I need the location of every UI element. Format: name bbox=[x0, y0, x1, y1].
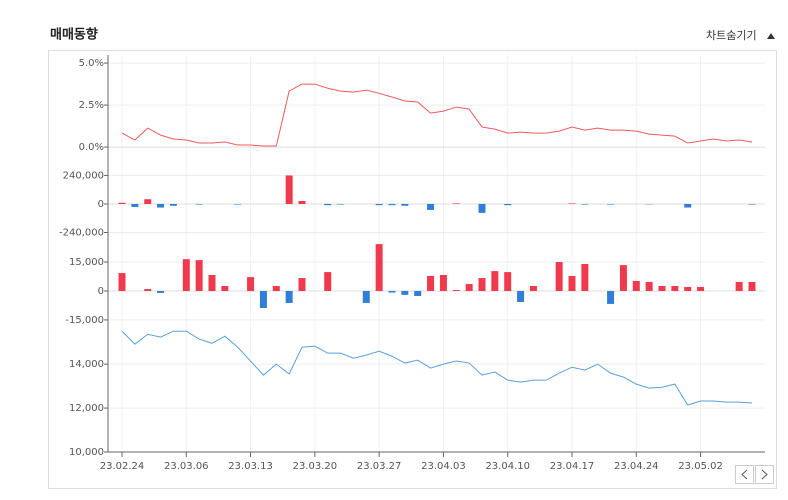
bar bbox=[491, 271, 498, 291]
toggle-arrow[interactable] bbox=[767, 33, 775, 39]
bar bbox=[453, 203, 460, 204]
bar bbox=[517, 291, 524, 302]
bar bbox=[427, 276, 434, 291]
bar bbox=[260, 291, 267, 308]
bar bbox=[170, 204, 177, 206]
y-tick-label: 10,000 bbox=[69, 447, 104, 458]
bar bbox=[530, 286, 537, 291]
bar bbox=[453, 290, 460, 291]
bar bbox=[273, 286, 280, 291]
bar bbox=[684, 204, 691, 208]
x-tick-label: 23.05.02 bbox=[678, 461, 723, 472]
prev-button[interactable] bbox=[736, 466, 754, 484]
bar bbox=[131, 204, 138, 207]
bar bbox=[401, 291, 408, 295]
bar bbox=[363, 291, 370, 303]
bar bbox=[324, 204, 331, 205]
bar bbox=[504, 272, 511, 291]
bar bbox=[581, 204, 588, 205]
x-tick-label: 23.03.20 bbox=[293, 461, 338, 472]
bar bbox=[466, 284, 473, 291]
bar bbox=[119, 273, 126, 291]
y-tick-label: 0.0% bbox=[79, 142, 104, 153]
bar bbox=[607, 204, 614, 205]
hide-chart-toggle[interactable]: 차트숨기기 bbox=[706, 29, 757, 42]
bar bbox=[299, 278, 306, 291]
bar bbox=[607, 291, 614, 304]
bar bbox=[247, 277, 254, 291]
bar bbox=[749, 282, 756, 291]
y-tick-label: -240,000 bbox=[59, 228, 104, 239]
x-tick-label: 23.02.24 bbox=[100, 461, 145, 472]
bar bbox=[286, 291, 293, 303]
x-tick-label: 23.03.06 bbox=[164, 461, 209, 472]
bar bbox=[620, 265, 627, 291]
bar bbox=[581, 264, 588, 291]
bar bbox=[697, 287, 704, 291]
y-tick-label: 2.5% bbox=[79, 100, 104, 111]
bar bbox=[286, 175, 293, 204]
bar bbox=[144, 199, 151, 204]
bar bbox=[196, 260, 203, 291]
bar bbox=[736, 282, 743, 291]
bar bbox=[234, 204, 241, 205]
bar bbox=[196, 204, 203, 205]
bar bbox=[569, 203, 576, 204]
bar bbox=[157, 291, 164, 293]
y-tick-label: 0 bbox=[98, 286, 104, 297]
bar bbox=[671, 286, 678, 291]
x-tick-label: 23.04.17 bbox=[550, 461, 595, 472]
y-tick-label: 15,000 bbox=[69, 257, 104, 268]
bar bbox=[389, 291, 396, 293]
next-button[interactable] bbox=[756, 466, 774, 484]
plot-area: 23.02.24 23.03.06 23.03.13 23.03.20 23.03.27… bbox=[59, 55, 765, 472]
bar bbox=[427, 204, 434, 210]
y-tick-label: 240,000 bbox=[63, 170, 104, 181]
bar bbox=[633, 281, 640, 291]
x-tick-label: 23.03.13 bbox=[228, 461, 273, 472]
bar bbox=[749, 204, 756, 205]
bar bbox=[401, 204, 408, 206]
bar bbox=[324, 272, 331, 291]
y-tick-label: -15,000 bbox=[65, 315, 104, 326]
bar bbox=[157, 204, 164, 208]
bar bbox=[504, 204, 511, 205]
section-title: 매매동향 bbox=[50, 27, 98, 43]
y-tick-label: 14,000 bbox=[69, 359, 104, 370]
bar bbox=[337, 204, 344, 205]
y-tick-label: 5.0% bbox=[79, 58, 104, 69]
bar bbox=[556, 262, 563, 291]
x-tick-label: 23.04.24 bbox=[614, 461, 659, 472]
bar bbox=[440, 275, 447, 291]
bar bbox=[479, 204, 486, 213]
bar bbox=[299, 201, 306, 204]
bar bbox=[414, 291, 421, 296]
bar bbox=[376, 204, 383, 205]
bar bbox=[221, 286, 228, 291]
bar bbox=[479, 278, 486, 291]
bar bbox=[183, 259, 190, 291]
bar bbox=[569, 276, 576, 291]
y-tick-label: 12,000 bbox=[69, 403, 104, 414]
bar bbox=[376, 244, 383, 291]
bar bbox=[209, 275, 216, 291]
line-series bbox=[122, 84, 752, 146]
y-tick-label: 0 bbox=[98, 199, 104, 210]
x-tick-label: 23.03.27 bbox=[357, 461, 402, 472]
bar bbox=[684, 287, 691, 291]
x-tick-label: 23.04.10 bbox=[485, 461, 530, 472]
x-tick-label: 23.04.03 bbox=[421, 461, 466, 472]
bar bbox=[659, 286, 666, 291]
chart-frame bbox=[49, 51, 777, 489]
bar bbox=[646, 282, 653, 291]
bar bbox=[119, 203, 126, 204]
line-series bbox=[122, 331, 752, 405]
bar bbox=[389, 204, 396, 205]
bar bbox=[144, 289, 151, 291]
